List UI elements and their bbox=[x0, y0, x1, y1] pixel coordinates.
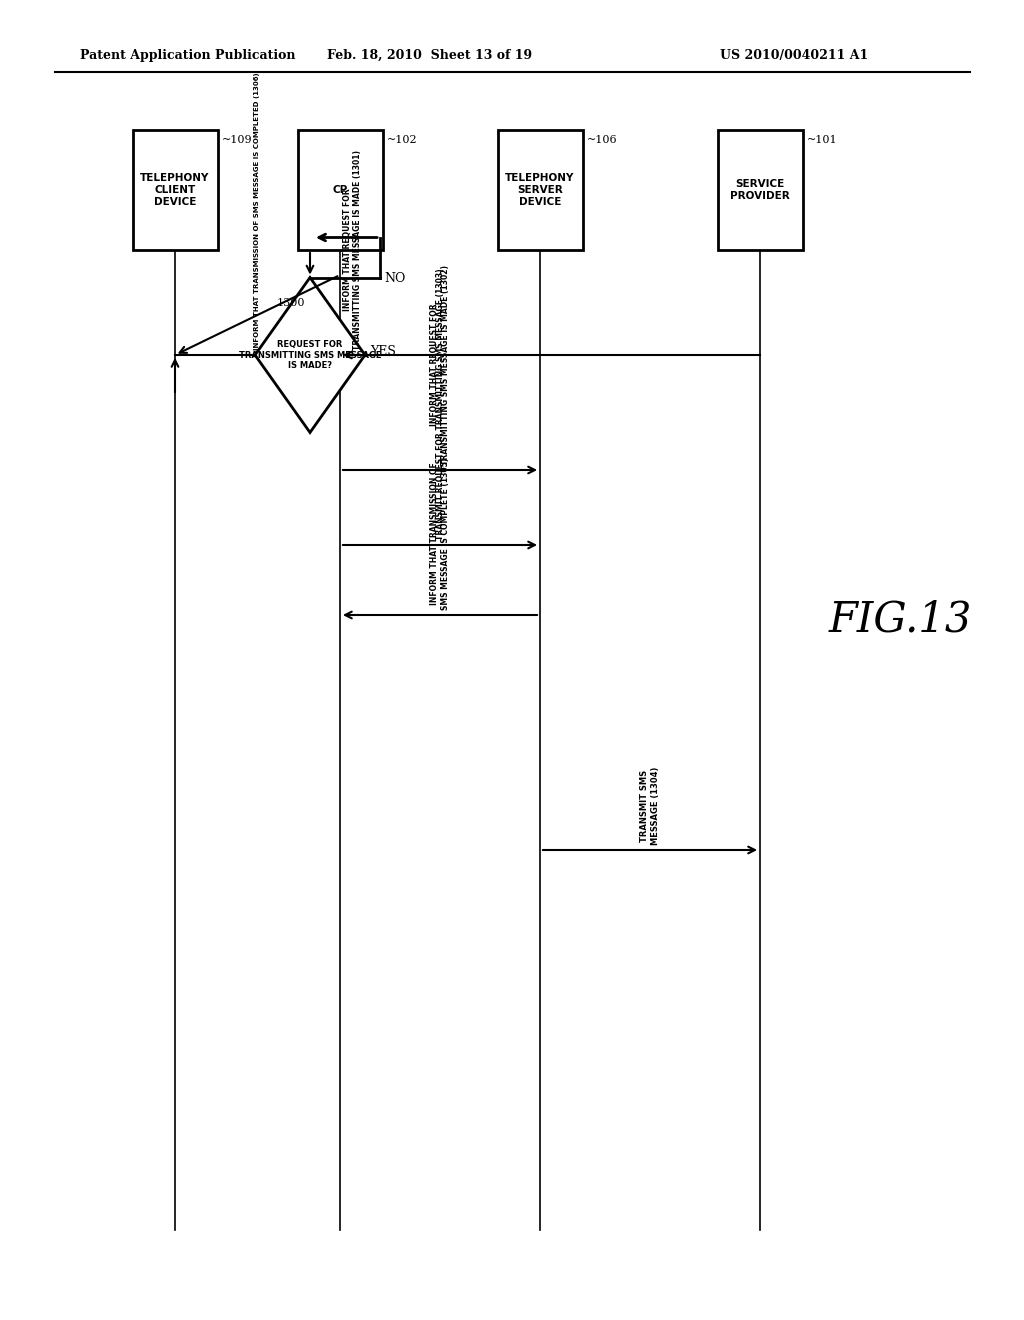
Bar bbox=[718, 129, 803, 249]
Text: 1300: 1300 bbox=[276, 297, 305, 308]
Text: INFORM THAT REQUEST FOR
TRANSMITTING SMS MESSAGE IS MADE (1302): INFORM THAT REQUEST FOR TRANSMITTING SMS… bbox=[430, 265, 450, 465]
Text: YES: YES bbox=[370, 345, 396, 358]
Text: ~106: ~106 bbox=[587, 135, 617, 145]
Text: INFORM THAT TRANSMISSION OF
SMS MESSAGE IS COMPLETE (1305): INFORM THAT TRANSMISSION OF SMS MESSAGE … bbox=[430, 458, 450, 610]
Bar bbox=[498, 129, 583, 249]
Text: TRANSMIT REQUEST FOR TRANSMITTING SMS MESSAGE (1303): TRANSMIT REQUEST FOR TRANSMITTING SMS ME… bbox=[435, 268, 444, 540]
Text: TELEPHONY
SERVER
DEVICE: TELEPHONY SERVER DEVICE bbox=[505, 173, 574, 207]
Text: ~109: ~109 bbox=[221, 135, 252, 145]
Text: NO: NO bbox=[384, 272, 406, 285]
Text: ~101: ~101 bbox=[807, 135, 838, 145]
Bar bbox=[298, 129, 383, 249]
Text: REQUEST FOR
TRANSMITTING SMS MESSAGE
IS MADE?: REQUEST FOR TRANSMITTING SMS MESSAGE IS … bbox=[239, 341, 381, 370]
Text: ~102: ~102 bbox=[386, 135, 417, 145]
Text: Patent Application Publication: Patent Application Publication bbox=[80, 49, 296, 62]
Text: SERVICE
PROVIDER: SERVICE PROVIDER bbox=[730, 180, 790, 201]
Polygon shape bbox=[255, 277, 365, 433]
Text: CP: CP bbox=[333, 185, 347, 195]
Text: US 2010/0040211 A1: US 2010/0040211 A1 bbox=[720, 49, 868, 62]
Text: FIG.13: FIG.13 bbox=[828, 599, 972, 642]
Text: INFORM THAT REQUEST FOR
TRANSMITTING SMS MESSAGE IS MADE (1301): INFORM THAT REQUEST FOR TRANSMITTING SMS… bbox=[343, 150, 362, 350]
Text: TELEPHONY
CLIENT
DEVICE: TELEPHONY CLIENT DEVICE bbox=[140, 173, 210, 207]
Text: INFORM THAT TRANSMISSION OF SMS MESSAGE IS COMPLETED (1306): INFORM THAT TRANSMISSION OF SMS MESSAGE … bbox=[255, 73, 260, 350]
Text: Feb. 18, 2010  Sheet 13 of 19: Feb. 18, 2010 Sheet 13 of 19 bbox=[328, 49, 532, 62]
Text: TRANSMIT SMS
MESSAGE (1304): TRANSMIT SMS MESSAGE (1304) bbox=[640, 767, 659, 845]
Bar bbox=[132, 129, 217, 249]
